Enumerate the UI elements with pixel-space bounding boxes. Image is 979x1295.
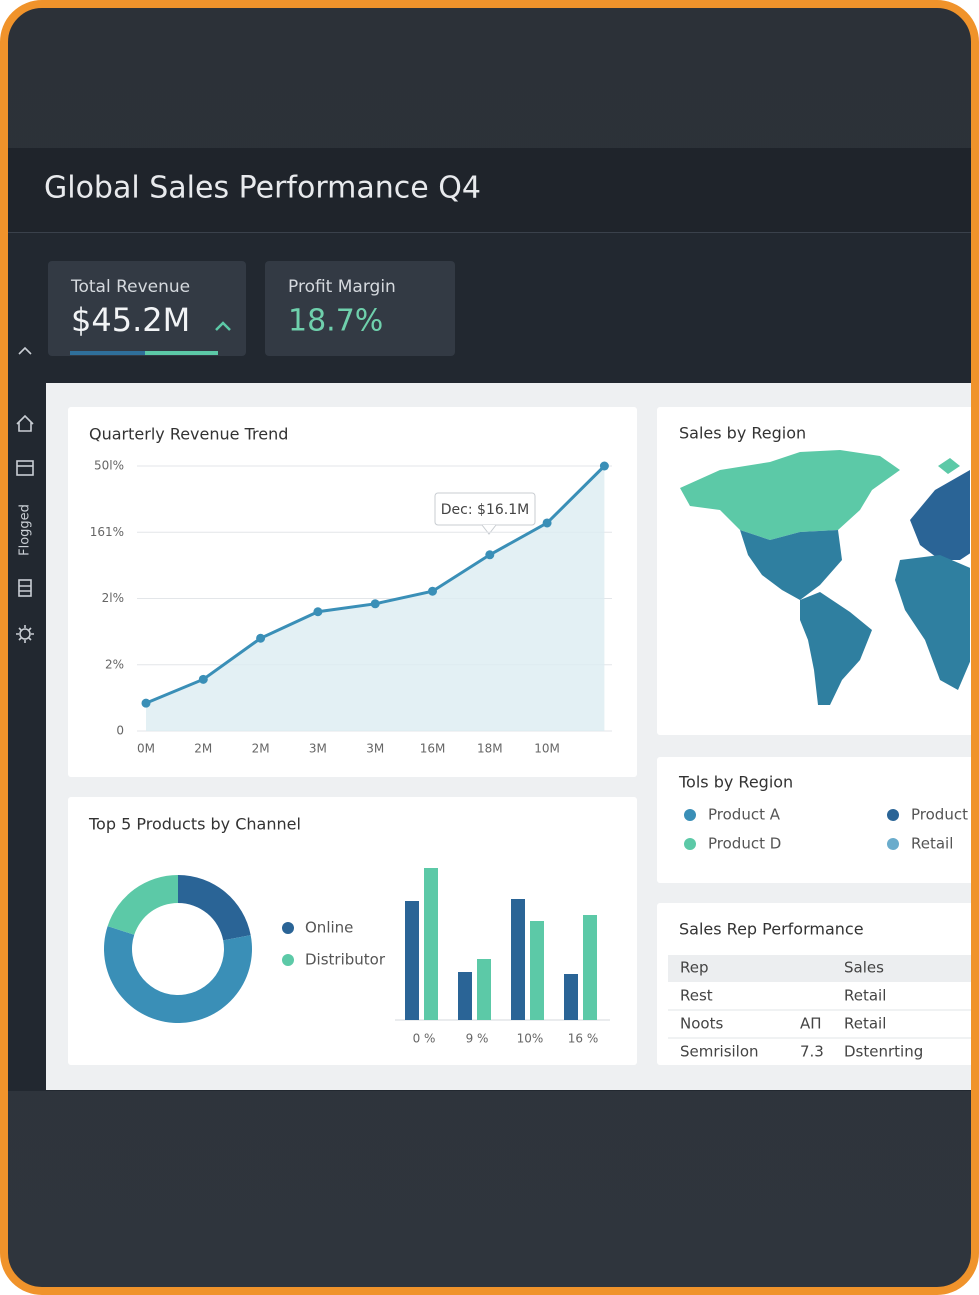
kpi-label: Total Revenue	[70, 277, 190, 297]
x-tick-label: 3M	[309, 742, 327, 756]
progress-bar	[145, 351, 218, 355]
settings-icon-teeth	[16, 625, 34, 643]
kpi-value: 18.7%	[288, 304, 383, 339]
table-cell: Rest	[680, 987, 713, 1005]
card	[657, 757, 975, 883]
point	[599, 461, 609, 471]
donut-segment	[107, 875, 178, 935]
bar	[583, 915, 597, 1020]
legend-label: Distributor	[305, 951, 386, 969]
tooltip-text: Dec: $16.1M	[441, 502, 529, 518]
point	[485, 550, 495, 560]
map-region	[895, 555, 970, 690]
point	[428, 586, 437, 596]
bar	[405, 901, 419, 1020]
report-icon[interactable]	[18, 579, 32, 597]
point	[370, 599, 380, 609]
card-title: Sales by Region	[679, 424, 806, 443]
y-tick-label: 2l%	[102, 591, 124, 605]
x-tick-label: 9 %	[466, 1032, 489, 1046]
progress-bar	[70, 351, 145, 355]
kpi-card[interactable]	[265, 261, 455, 356]
bar	[564, 974, 578, 1020]
map-region	[680, 450, 900, 540]
bar	[511, 899, 525, 1020]
card-title: Top 5 Products by Channel	[88, 815, 301, 834]
x-tick-label: 2M	[194, 742, 212, 756]
card-title: Tols by Region	[678, 773, 793, 792]
x-tick-label: 0M	[137, 742, 155, 756]
legend-label: Product	[911, 806, 968, 824]
card	[657, 903, 975, 1065]
y-tick-label: 0	[116, 724, 124, 738]
y-tick-label: 50l%	[94, 459, 124, 473]
card-title: Quarterly Revenue Trend	[89, 425, 288, 444]
table-header: Sales	[844, 959, 884, 977]
legend-label: Retail	[911, 835, 953, 853]
legend-label: Product A	[708, 806, 781, 824]
legend-swatch	[282, 922, 294, 934]
sidebar	[16, 346, 34, 643]
header-bar	[8, 148, 975, 233]
report-icon-lines	[19, 585, 31, 592]
legend-swatch	[887, 809, 899, 821]
table-cell: AП	[800, 1015, 822, 1033]
y-tick-label: 161%	[90, 525, 124, 539]
table-cell: Semrisilon	[680, 1043, 759, 1061]
x-tick-label: 0 %	[413, 1032, 436, 1046]
x-tick-label: 18M	[477, 742, 503, 756]
trend-up-icon	[215, 321, 231, 331]
tooltip-pointer	[481, 524, 497, 535]
map-region	[910, 470, 970, 560]
map-region	[740, 530, 842, 600]
settings-icon[interactable]	[19, 628, 31, 640]
point	[542, 518, 552, 528]
legend-swatch	[282, 954, 294, 966]
table-header: Rep	[680, 959, 709, 977]
bar	[530, 921, 544, 1020]
legend-swatch	[887, 838, 899, 850]
home-icon[interactable]	[16, 414, 34, 432]
page-title: Global Sales Performance Q4	[44, 171, 481, 206]
donut-segment	[103, 926, 253, 1024]
legend-label: Online	[305, 919, 353, 937]
sidebar-label[interactable]: Flogged	[18, 504, 33, 556]
point	[313, 607, 323, 617]
y-tick-label: 2%	[105, 657, 124, 671]
x-tick-label: 10M	[534, 742, 560, 756]
point	[141, 698, 151, 708]
bar	[477, 959, 491, 1020]
bar	[424, 868, 438, 1020]
map-region	[800, 592, 872, 705]
table-header-bg	[668, 955, 975, 982]
x-tick-label: 16 %	[568, 1032, 599, 1046]
point	[198, 674, 208, 684]
card-title: Sales Rep Performance	[679, 920, 864, 939]
box-icon[interactable]	[16, 460, 34, 476]
x-tick-label: 16M	[420, 742, 446, 756]
kpi-label: Profit Margin	[288, 277, 396, 297]
map-region	[938, 458, 960, 474]
table-cell: 7.3	[800, 1043, 824, 1061]
collapse-icon[interactable]	[18, 346, 32, 355]
kpi-card[interactable]	[48, 261, 246, 356]
bar	[458, 972, 472, 1020]
legend-label: Product D	[708, 835, 781, 853]
world-map	[680, 450, 970, 705]
point	[256, 633, 266, 643]
kpi-value: $45.2M	[71, 301, 190, 339]
legend-swatch	[684, 809, 696, 821]
x-tick-label: 10%	[517, 1032, 544, 1046]
table-cell: Retail	[844, 1015, 886, 1033]
table-cell: Noots	[680, 1015, 723, 1033]
x-tick-label: 3M	[366, 742, 384, 756]
table-cell: Retail	[844, 987, 886, 1005]
legend-swatch	[684, 838, 696, 850]
donut-segment	[178, 875, 251, 941]
area	[146, 466, 605, 731]
x-tick-label: 2M	[252, 742, 270, 756]
table-cell: Dstenrting	[844, 1043, 923, 1061]
